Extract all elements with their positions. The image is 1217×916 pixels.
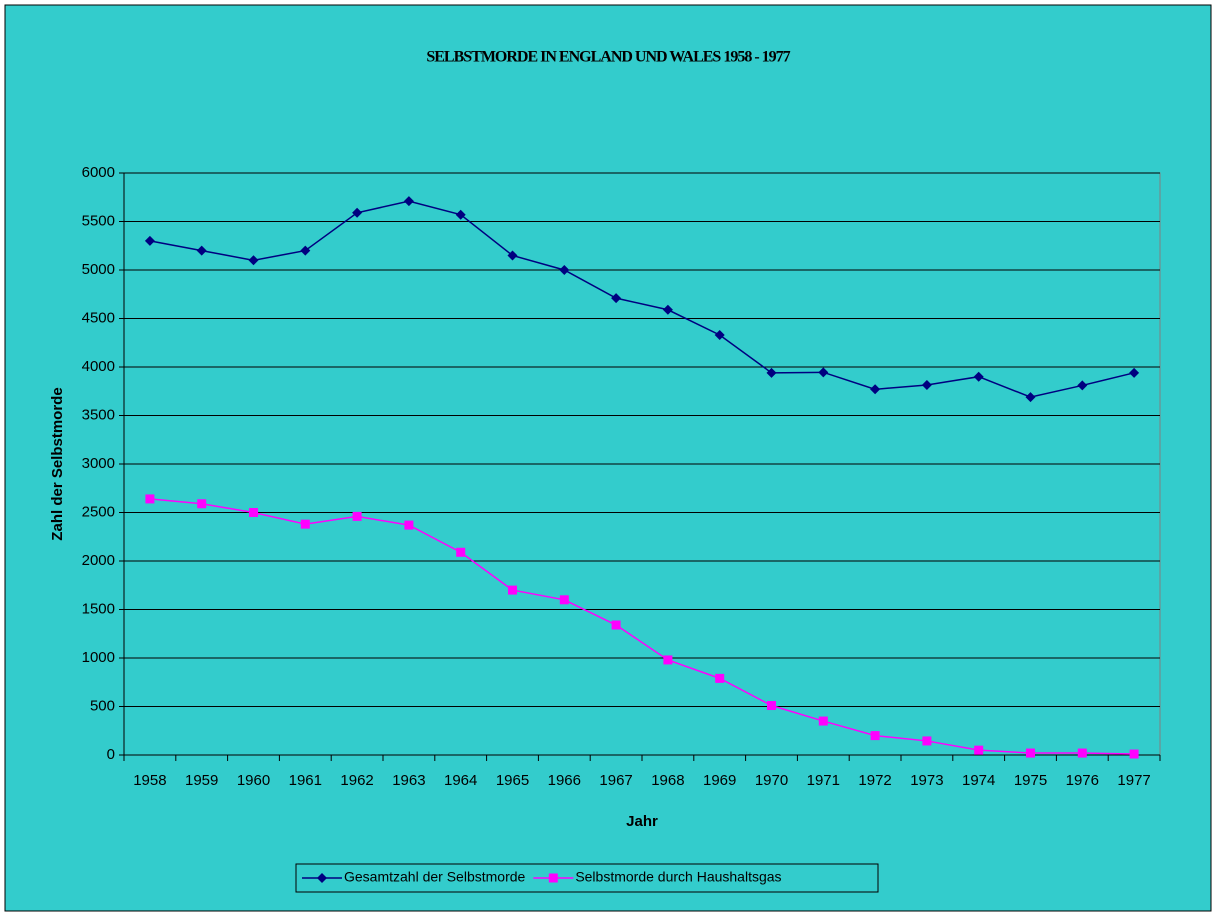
legend-label: Gesamtzahl der Selbstmorde <box>344 869 526 885</box>
marker <box>456 547 466 557</box>
marker <box>662 304 673 315</box>
y-tick-label: 5500 <box>82 212 115 229</box>
marker <box>1077 380 1088 391</box>
marker <box>144 235 155 246</box>
y-tick-label: 4500 <box>82 309 115 326</box>
y-tick-label: 1500 <box>82 600 115 617</box>
legend-marker <box>317 873 327 883</box>
x-tick-label: 1974 <box>962 772 995 789</box>
y-tick-label: 0 <box>107 746 115 763</box>
x-tick-label: 1968 <box>651 772 684 789</box>
marker <box>300 245 311 256</box>
marker <box>1129 367 1140 378</box>
marker <box>973 371 984 382</box>
marker <box>714 329 725 340</box>
x-tick-label: 1962 <box>340 772 373 789</box>
marker <box>870 384 881 395</box>
marker <box>611 620 621 630</box>
x-axis-title: Jahr <box>626 813 658 830</box>
y-tick-label: 4000 <box>82 358 115 375</box>
marker <box>404 520 414 530</box>
x-tick-label: 1963 <box>392 772 425 789</box>
x-tick-label: 1965 <box>496 772 529 789</box>
legend-marker <box>548 873 558 883</box>
marker <box>663 655 673 665</box>
marker <box>196 245 207 256</box>
x-tick-label: 1976 <box>1066 772 1099 789</box>
y-tick-label: 1000 <box>82 649 115 666</box>
marker <box>352 511 362 521</box>
y-tick-label: 3500 <box>82 406 115 423</box>
chart-title: SELBSTMORDE IN ENGLAND UND WALES 1958 - … <box>426 49 790 66</box>
x-tick-label: 1960 <box>237 772 270 789</box>
marker <box>818 716 828 726</box>
y-tick-label: 2500 <box>82 503 115 520</box>
legend <box>295 863 879 893</box>
marker <box>507 250 518 261</box>
marker <box>1025 392 1036 403</box>
marker <box>611 293 622 304</box>
x-tick-label: 1966 <box>548 772 581 789</box>
marker <box>921 379 932 390</box>
x-tick-label: 1971 <box>807 772 840 789</box>
y-tick-label: 5000 <box>82 261 115 278</box>
x-tick-label: 1961 <box>289 772 322 789</box>
x-tick-label: 1958 <box>133 772 166 789</box>
series-line <box>149 200 1135 398</box>
marker <box>870 731 880 741</box>
marker <box>300 519 310 529</box>
x-tick-label: 1970 <box>755 772 788 789</box>
x-tick-label: 1972 <box>858 772 891 789</box>
marker <box>818 367 829 378</box>
marker <box>352 207 363 218</box>
x-tick-label: 1977 <box>1117 772 1150 789</box>
marker <box>403 196 414 207</box>
marker <box>922 736 932 746</box>
marker <box>766 367 777 378</box>
series-line <box>149 498 1135 755</box>
y-tick-label: 2000 <box>82 552 115 569</box>
y-tick-label: 6000 <box>82 164 115 181</box>
x-tick-label: 1964 <box>444 772 477 789</box>
marker <box>767 701 776 711</box>
y-tick-label: 3000 <box>82 455 115 472</box>
marker <box>1026 748 1035 758</box>
marker <box>1077 748 1087 758</box>
x-tick-label: 1967 <box>599 772 632 789</box>
chart-background <box>4 4 1212 912</box>
marker <box>974 745 984 755</box>
x-tick-label: 1973 <box>910 772 943 789</box>
marker <box>248 255 259 266</box>
marker <box>145 494 155 504</box>
marker <box>559 595 569 605</box>
x-tick-label: 1969 <box>703 772 736 789</box>
legend-label: Selbstmorde durch Haushaltsgas <box>575 869 781 885</box>
x-tick-label: 1959 <box>185 772 218 789</box>
marker <box>715 673 725 683</box>
marker <box>508 585 517 595</box>
y-axis-title: Zahl der Selbstmorde <box>49 387 66 540</box>
marker <box>1129 749 1139 759</box>
marker <box>559 265 570 275</box>
marker <box>455 209 466 220</box>
y-tick-label: 500 <box>90 697 115 714</box>
marker <box>197 499 207 509</box>
x-tick-label: 1975 <box>1014 772 1047 789</box>
marker <box>249 508 258 517</box>
